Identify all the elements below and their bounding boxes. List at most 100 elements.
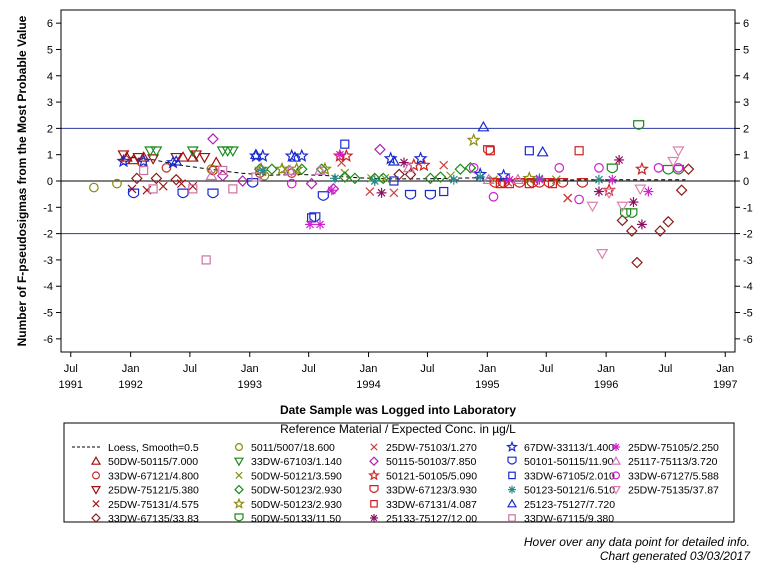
data-point-s7-p5[interactable] [226,146,239,157]
data-point-s26-p4[interactable] [594,162,604,173]
data-point-s14-p4[interactable] [602,182,617,197]
data-point-s27-p2[interactable] [616,201,629,213]
data-point-s7-p0[interactable] [144,146,157,157]
data-point-s3-p1[interactable] [132,152,145,164]
data-point-s14-p3[interactable] [416,157,431,172]
data-point-s5-p4[interactable] [625,225,638,237]
data-point-s7-p1[interactable] [150,146,163,157]
data-point-s11-p5[interactable] [672,164,684,175]
data-point-s10-p2[interactable] [289,161,304,176]
data-point-s26-p0[interactable] [286,178,297,189]
data-point-s22-p0[interactable] [170,155,183,166]
data-point-s27-p3[interactable] [634,184,647,196]
data-point-s12-p1[interactable] [365,187,375,196]
data-point-s1-p3[interactable] [177,151,190,162]
data-point-s12-p5[interactable] [563,193,573,203]
data-point-s4-p3[interactable] [176,179,186,189]
data-point-s19-p7[interactable] [424,189,436,200]
data-point-s24-p0[interactable] [304,219,315,230]
data-point-s6-p2[interactable] [206,164,217,175]
data-point-s23-p5[interactable] [228,184,238,194]
data-point-s8-p2[interactable] [340,168,350,178]
data-point-s25-p4[interactable] [482,173,495,185]
data-point-s23-p4[interactable] [218,165,228,176]
data-point-s13-p5[interactable] [374,143,386,156]
data-point-s22-p2[interactable] [288,151,302,162]
data-point-s3-p2[interactable] [147,154,160,165]
data-point-s11-p1[interactable] [620,208,632,218]
data-point-s18-p6[interactable] [294,148,309,163]
data-point-s13-p0[interactable] [207,133,219,145]
data-point-s10-p4[interactable] [466,132,481,147]
data-point-s19-p2[interactable] [207,188,219,199]
data-point-s1-p4[interactable] [186,151,199,162]
data-point-s27-p1[interactable] [596,248,609,260]
data-point-s9-p10[interactable] [454,163,467,176]
data-point-s21-p0[interactable] [257,165,268,176]
data-point-s24-p6[interactable] [607,174,618,185]
data-point-s5-p6[interactable] [654,225,666,237]
data-point-s21-p1[interactable] [330,173,341,184]
data-point-s26-p3[interactable] [554,162,565,173]
data-point-s9-p5[interactable] [349,172,361,185]
data-point-s24-p5[interactable] [534,174,545,185]
data-point-s17-p2[interactable] [593,186,604,197]
data-point-s26-p5[interactable] [653,162,664,173]
data-point-s12-p3[interactable] [439,160,449,170]
data-point-s5-p11[interactable] [404,168,417,181]
data-point-s5-p5[interactable] [631,256,643,269]
data-point-s19-p1[interactable] [177,188,189,199]
data-point-s24-p4[interactable] [504,174,515,185]
data-point-s1-p5[interactable] [210,156,223,167]
data-point-s14-p5[interactable] [634,161,649,176]
data-point-s5-p10[interactable] [393,168,405,181]
data-point-s27-p0[interactable] [586,201,599,213]
data-point-s22-p4[interactable] [477,120,490,132]
data-point-s16-p0[interactable] [485,146,495,156]
data-point-s26-p7[interactable] [574,194,584,205]
data-point-s7-p2[interactable] [186,146,199,157]
data-point-s5-p8[interactable] [675,184,688,197]
data-point-s24-p7[interactable] [643,186,654,197]
data-point-s9-p8[interactable] [424,172,437,185]
data-point-s11-p4[interactable] [662,164,674,175]
data-point-s21-p4[interactable] [475,172,486,183]
data-point-s20-p0[interactable] [306,213,317,223]
data-point-s18-p10[interactable] [496,168,511,182]
data-point-s17-p4[interactable] [628,197,639,208]
data-point-s10-p1[interactable] [274,161,289,176]
data-point-s18-p8[interactable] [413,151,428,165]
data-point-s2-p2[interactable] [161,162,172,173]
data-point-s19-p0[interactable] [127,188,140,199]
data-point-s9-p4[interactable] [338,171,351,183]
data-point-s9-p11[interactable] [464,161,477,174]
data-point-s20-p3[interactable] [439,186,449,197]
data-point-s25-p3[interactable] [402,161,415,173]
data-point-s24-p3[interactable] [334,149,345,160]
data-point-s11-p0[interactable] [606,163,618,174]
data-point-s27-p6[interactable] [603,188,616,200]
data-point-s21-p3[interactable] [448,174,459,185]
data-point-s16-p3[interactable] [524,179,534,189]
data-point-s21-p6[interactable] [593,174,604,185]
data-point-s27-p4[interactable] [667,156,680,168]
data-point-s23-p2[interactable] [188,184,198,194]
data-point-s18-p0[interactable] [116,153,131,168]
data-point-s23-p3[interactable] [201,255,211,265]
data-point-s3-p5[interactable] [198,152,211,164]
data-point-s23-p0[interactable] [139,165,149,176]
data-point-s17-p3[interactable] [614,154,625,165]
data-point-s22-p5[interactable] [536,145,549,157]
data-point-s25-p1[interactable] [284,164,297,175]
data-point-s17-p0[interactable] [376,187,387,198]
data-point-s24-p1[interactable] [315,219,326,230]
data-point-s20-p1[interactable] [340,139,350,149]
data-point-s9-p9[interactable] [434,171,447,183]
data-point-s22-p3[interactable] [387,155,400,166]
data-point-s19-p6[interactable] [404,189,417,200]
data-point-s25-p5[interactable] [511,173,524,185]
data-point-s15-p8[interactable] [576,178,588,188]
data-point-s6-p1[interactable] [112,178,122,189]
data-point-s5-p2[interactable] [170,173,183,186]
data-point-s26-p1[interactable] [468,162,479,173]
